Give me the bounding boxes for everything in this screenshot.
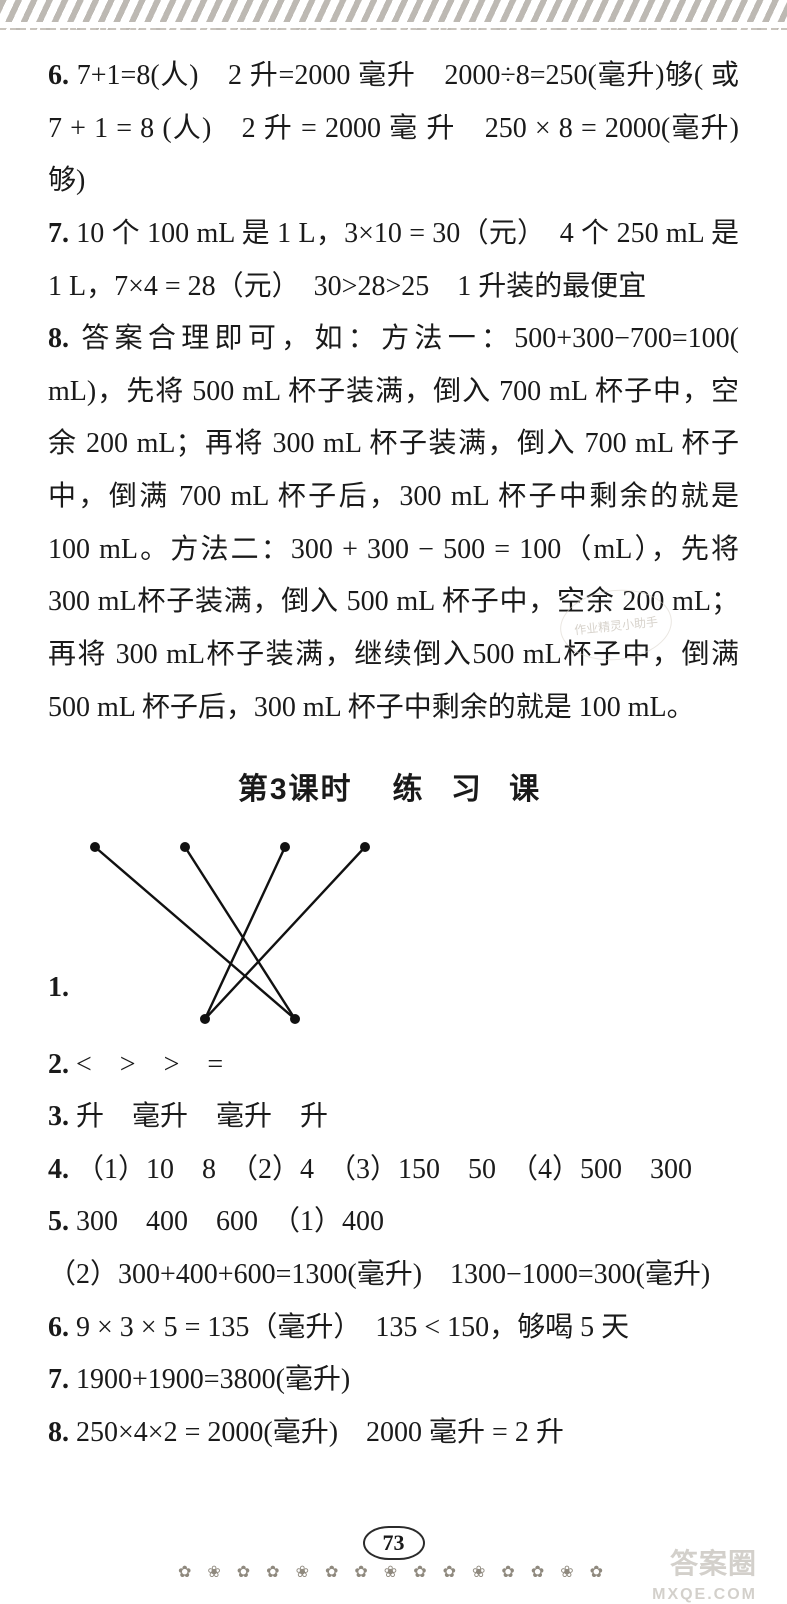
question-number: 4. <box>48 1154 69 1185</box>
answer-item-3: 3. 升 毫升 毫升 升 <box>48 1091 739 1144</box>
question-number: 8. <box>48 323 69 354</box>
heading-title: 练 习 课 <box>393 773 550 806</box>
answer-item-5-part2: （2）300+400+600=1300(毫升) 1300−1000=300(毫升… <box>48 1249 739 1302</box>
watermark-main: 答案圈 <box>670 1542 757 1582</box>
answer-text: 10 个 100 mL 是 1 L，3×10 = 30（元） 4 个 250 m… <box>48 218 739 302</box>
answer-item-6b: 6. 9 × 3 × 5 = 135（毫升） 135 < 150，够喝 5 天 <box>48 1302 739 1355</box>
answer-item-2: 2. < > > = <box>48 1039 739 1092</box>
question-number: 3. <box>48 1101 69 1132</box>
question-number: 7. <box>48 1364 69 1395</box>
answer-item-7: 7. 10 个 100 mL 是 1 L，3×10 = 30（元） 4 个 25… <box>48 208 739 313</box>
heading-mid: 课时 <box>289 773 353 806</box>
answer-text: （1）10 8 （2）4 （3）150 50 （4）500 300 <box>76 1154 692 1185</box>
page-number-badge: 73 <box>363 1526 425 1560</box>
answer-text: 250×4×2 = 2000(毫升) 2000 毫升 = 2 升 <box>76 1417 564 1448</box>
question-number: 8. <box>48 1417 69 1448</box>
answer-text: 7+1=8(人) 2 升=2000 毫升 2000÷8=250(毫升)够( 或 … <box>48 60 767 196</box>
answer-text: < > > = <box>76 1049 223 1080</box>
question-number: 1. <box>48 962 75 1039</box>
answer-text: 9 × 3 × 5 = 135（毫升） 135 < 150，够喝 5 天 <box>76 1312 629 1343</box>
content-area: 6. 7+1=8(人) 2 升=2000 毫升 2000÷8=250(毫升)够(… <box>48 40 739 1460</box>
page: 6. 7+1=8(人) 2 升=2000 毫升 2000÷8=250(毫升)够(… <box>0 0 787 1600</box>
question-number: 2. <box>48 1049 69 1080</box>
answer-text: 升 毫升 毫升 升 <box>76 1101 328 1132</box>
question-number: 6. <box>48 1312 69 1343</box>
matching-diagram <box>75 829 415 1039</box>
answer-item-8: 8. 答案合理即可，如：方法一：500+300−700=100( mL)，先将 … <box>48 313 739 734</box>
decorative-top-border <box>0 0 787 30</box>
watermark-sub: MXQE.COM <box>652 1586 757 1604</box>
heading-number: 3 <box>270 773 289 806</box>
answer-item-4: 4. （1）10 8 （2）4 （3）150 50 （4）500 300 <box>48 1144 739 1197</box>
page-footer: 73 ✿ ❀ ✿ ✿ ❀ ✿ ✿ ❀ ✿ ✿ ❀ ✿ ✿ ❀ ✿ <box>0 1526 787 1582</box>
answer-item-5: 5. 300 400 600 （1）400 <box>48 1196 739 1249</box>
answer-text: 答案合理即可，如：方法一：500+300−700=100( mL)，先将 500… <box>48 323 739 722</box>
answer-text: 1900+1900=3800(毫升) <box>76 1364 350 1395</box>
answer-text: 300 400 600 （1）400 <box>76 1206 384 1237</box>
question-number: 6. <box>48 60 69 91</box>
heading-prefix: 第 <box>238 773 270 806</box>
question-number: 5. <box>48 1206 69 1237</box>
answer-item-7b: 7. 1900+1900=3800(毫升) <box>48 1354 739 1407</box>
footer-ornament: ✿ ❀ ✿ ✿ ❀ ✿ ✿ ❀ ✿ ✿ ❀ ✿ ✿ ❀ ✿ <box>0 1562 787 1582</box>
answer-item-1: 1. <box>48 829 739 1039</box>
question-number: 7. <box>48 218 69 249</box>
answer-item-8b: 8. 250×4×2 = 2000(毫升) 2000 毫升 = 2 升 <box>48 1407 739 1460</box>
answer-item-6: 6. 7+1=8(人) 2 升=2000 毫升 2000÷8=250(毫升)够(… <box>48 50 739 208</box>
answer-text: （2）300+400+600=1300(毫升) 1300−1000=300(毫升… <box>48 1259 710 1290</box>
section-heading: 第3课时 练 习 课 <box>48 762 739 818</box>
